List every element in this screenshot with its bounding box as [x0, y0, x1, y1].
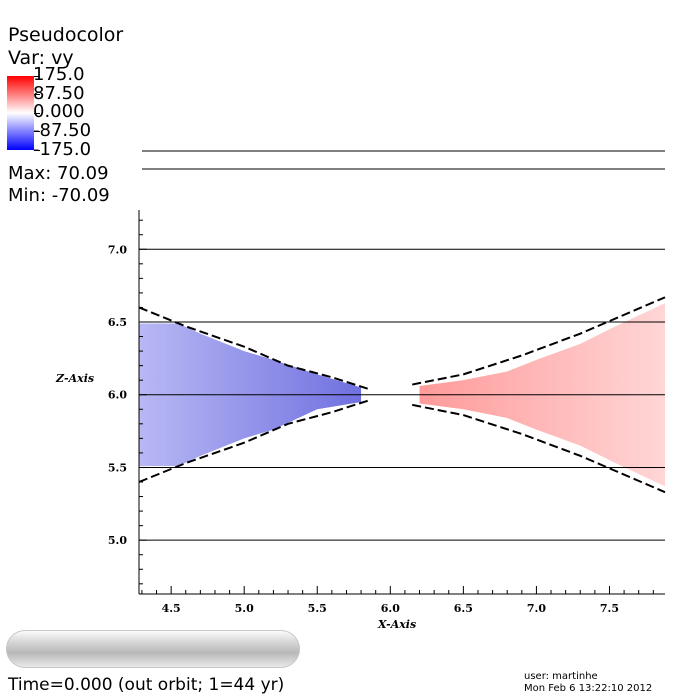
colorbar-label-max: 175.0 — [33, 64, 85, 85]
contour-line — [412, 403, 666, 494]
user-name: user: martinhe — [524, 671, 598, 682]
y-tick-label: 5.5 — [108, 461, 127, 474]
contour-lines — [138, 296, 666, 494]
x-tick-label: 6.5 — [454, 602, 473, 615]
y-tick-label: 6.0 — [108, 389, 127, 402]
contour-line — [138, 306, 369, 390]
y-tick-label: 7.0 — [108, 243, 127, 256]
colorbar-tick — [34, 76, 40, 77]
y-ticks: 5.0 5.5 6.0 6.5 7.0 — [108, 219, 147, 585]
user-info: user: martinhe Mon Feb 6 13:22:10 2012 — [524, 671, 652, 695]
timestamp: Mon Feb 6 13:22:10 2012 — [524, 683, 653, 694]
horizontal-lines — [139, 248, 665, 541]
y-tick-label: 6.5 — [108, 316, 127, 329]
x-tick-label: 5.0 — [235, 602, 254, 615]
x-ticks: 4.5 5.0 5.5 6.0 6.5 7.0 7.5 — [141, 586, 654, 615]
x-tick-label: 7.5 — [600, 602, 619, 615]
colorbar-label-low: -87.50 — [33, 120, 92, 141]
colorbar-tick — [34, 150, 40, 151]
colorbar-label-high: 87.50 — [33, 83, 85, 104]
contour-line — [412, 296, 666, 386]
y-axis-title: Z-Axis — [55, 372, 94, 385]
x-tick-label: 5.5 — [308, 602, 327, 615]
colorbar-tick — [34, 94, 40, 95]
colorbar-tick — [34, 113, 40, 114]
legend-title: Pseudocolor — [8, 24, 124, 46]
y-tick-label: 5.0 — [108, 534, 127, 547]
colorbar — [7, 76, 34, 150]
contour-line — [138, 399, 369, 483]
x-tick-label: 4.5 — [162, 602, 181, 615]
time-label: Time=0.000 (out orbit; 1=44 yr) — [8, 675, 285, 695]
colorbar-label-min: -175.0 — [33, 139, 92, 160]
data-min: Min: -70.09 — [8, 185, 110, 206]
x-tick-label: 7.0 — [527, 602, 546, 615]
x-axis-title: X-Axis — [377, 618, 416, 631]
data-max: Max: 70.09 — [8, 163, 109, 184]
time-slider[interactable] — [6, 630, 300, 668]
x-tick-label: 6.0 — [381, 602, 400, 615]
colorbar-tick — [34, 131, 40, 132]
legend-variable: Var: vy — [8, 47, 74, 69]
colorbar-label-zero: 0.000 — [33, 101, 85, 122]
